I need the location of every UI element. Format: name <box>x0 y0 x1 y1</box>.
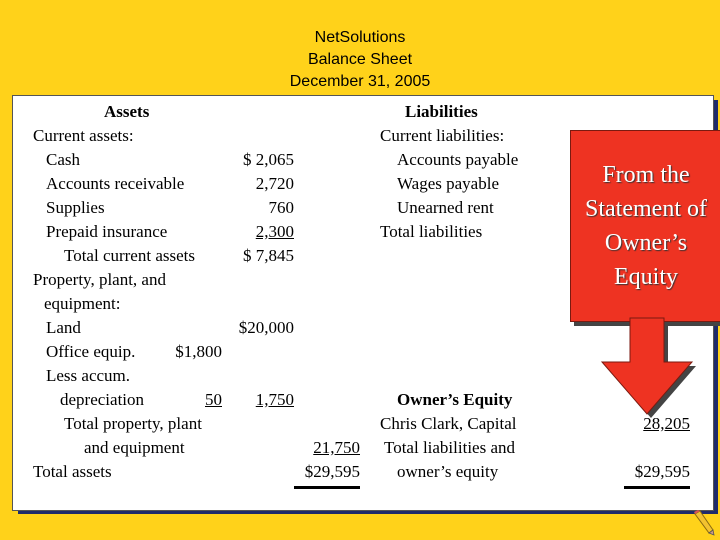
liabilities-heading: Liabilities <box>405 102 478 121</box>
depreciation-value: 50 <box>205 390 222 409</box>
wages-payable-label: Wages payable <box>397 174 499 193</box>
land-value: $20,000 <box>238 318 294 337</box>
total-assets-label: Total assets <box>33 462 112 481</box>
cash-value: $ 2,065 <box>243 150 294 169</box>
cash-label: Cash <box>46 150 80 169</box>
callout-text: From the Statement of Owner’s Equity <box>585 162 707 290</box>
total-assets-double-rule <box>294 486 360 489</box>
statement-header: NetSolutions Balance Sheet December 31, … <box>0 0 720 93</box>
accounts-payable-label: Accounts payable <box>397 150 519 169</box>
total-le-double-rule <box>624 486 690 489</box>
unearned-rent-label: Unearned rent <box>397 198 494 217</box>
capital-value: 28,205 <box>643 414 690 433</box>
statement-title: Balance Sheet <box>307 51 413 68</box>
total-le-label-line1: Total liabilities and <box>384 438 516 457</box>
total-current-assets-value: $ 7,845 <box>243 246 294 265</box>
net-office-equipment-value: 1,750 <box>255 390 294 409</box>
statement-of-owners-equity-callout: From the Statement of Owner’s Equity <box>570 130 720 322</box>
assets-heading: Assets <box>104 102 150 121</box>
office-equipment-label: Office equip. <box>46 342 136 361</box>
company-name: NetSolutions <box>314 29 406 46</box>
total-assets-value: $29,595 <box>304 462 360 481</box>
prepaid-insurance-value: 2,300 <box>255 222 294 241</box>
statement-date: December 31, 2005 <box>289 73 431 90</box>
accounts-receivable-label: Accounts receivable <box>46 174 185 193</box>
prepaid-insurance-label: Prepaid insurance <box>46 222 168 241</box>
total-ppe-value: 21,750 <box>313 438 360 457</box>
total-liabilities-label: Total liabilities <box>380 222 483 241</box>
total-ppe-label-line2: and equipment <box>84 438 185 457</box>
depreciation-label: depreciation <box>60 390 145 409</box>
less-accumulated-label: Less accum. <box>46 366 131 385</box>
total-le-value: $29,595 <box>634 462 690 481</box>
accounts-receivable-value: 2,720 <box>255 174 294 193</box>
supplies-value: 760 <box>268 198 295 217</box>
ppe-heading-line2: equipment: <box>44 294 121 313</box>
total-ppe-label-line1: Total property, plant <box>64 414 202 433</box>
capital-label: Chris Clark, Capital <box>380 414 517 433</box>
owners-equity-heading: Owner’s Equity <box>397 390 513 409</box>
total-current-assets-label: Total current assets <box>64 246 195 265</box>
office-equipment-value: $1,800 <box>175 342 222 361</box>
supplies-label: Supplies <box>46 198 105 217</box>
land-label: Land <box>46 318 81 337</box>
total-le-label-line2: owner’s equity <box>397 462 499 481</box>
current-assets-heading: Current assets: <box>33 126 134 145</box>
current-liabilities-heading: Current liabilities: <box>380 126 505 145</box>
pencil-icon[interactable] <box>692 510 716 536</box>
ppe-heading-line1: Property, plant, and <box>33 270 166 289</box>
